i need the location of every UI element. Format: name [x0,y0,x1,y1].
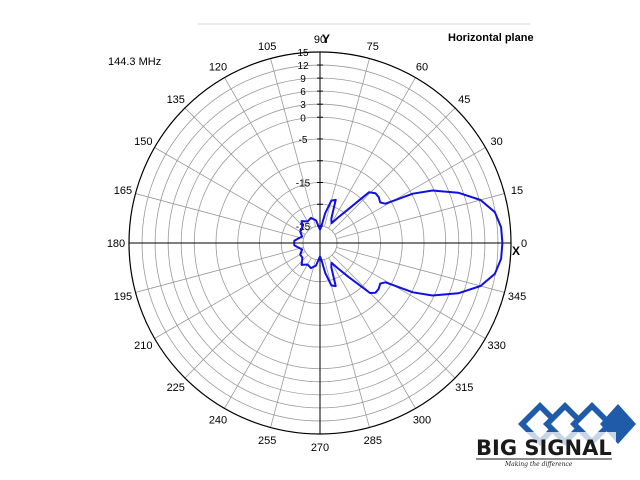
angle-tick-label: 255 [258,435,276,447]
angle-tick-label: 300 [413,415,431,427]
radial-tick-label: 0 [300,113,306,124]
polar-grid [128,51,512,435]
angle-tick-label: 75 [367,41,379,53]
angle-tick-label: 165 [114,185,132,197]
x-axis-letter: X [512,244,520,258]
angle-tick-label: 270 [311,442,329,454]
angle-tick-label: 285 [364,435,382,447]
big-signal-logo: BIG SIGNAL Making the difference [474,402,636,468]
angle-tick-label: 45 [458,94,470,106]
angle-labels: 0153045607590105120135150165180195210225… [107,34,527,454]
radiation-pattern-line [293,189,504,297]
angle-tick-label: 315 [455,382,473,394]
radial-tick-label: 12 [297,61,309,72]
radial-tick-label: 9 [300,74,306,85]
logo-tagline: Making the difference [504,461,573,468]
angle-tick-label: 195 [114,291,132,303]
angle-tick-label: 225 [167,382,185,394]
angle-tick-label: 330 [487,340,505,352]
frequency-label: 144.3 MHz [108,56,161,68]
angle-tick-label: 0 [521,238,527,250]
angle-tick-label: 180 [107,238,125,250]
angle-tick-label: 90 [314,34,326,46]
y-axis-letter: Y [322,32,330,46]
logo-name: BIG SIGNAL [476,436,612,460]
angle-tick-label: 15 [511,185,523,197]
angle-tick-label: 30 [491,136,503,148]
angle-tick-label: 210 [134,340,152,352]
angle-tick-label: 135 [167,94,185,106]
angle-tick-label: 105 [258,41,276,53]
radial-tick-label: 3 [300,100,306,111]
radial-tick-label: -5 [299,135,308,146]
angle-tick-label: 240 [209,415,227,427]
angle-tick-label: 345 [508,291,526,303]
radial-tick-label: 6 [300,87,306,98]
plane-label: Horizontal plane [448,32,534,44]
angle-tick-label: 120 [209,61,227,73]
angle-tick-label: 150 [134,136,152,148]
radial-tick-label: 15 [297,48,309,59]
radial-tick-label: -15 [296,179,311,190]
angle-tick-label: 60 [416,61,428,73]
